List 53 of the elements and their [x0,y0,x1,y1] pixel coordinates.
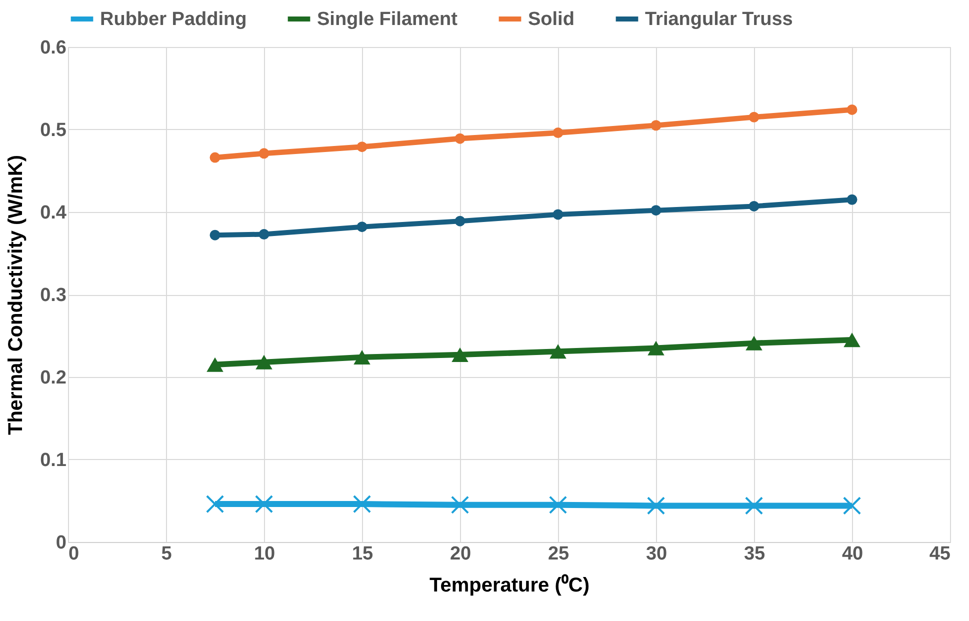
point [258,148,270,159]
x-tick-label: 15 [352,544,374,564]
point [206,357,224,372]
x-tick-label: 5 [161,544,172,564]
point [650,205,662,216]
point [842,496,862,515]
point [356,142,368,152]
point [450,496,470,514]
legend-label: Solid [528,9,574,30]
point [550,344,566,359]
point [552,128,564,138]
point [748,200,760,212]
x-tick-label: 25 [548,544,570,564]
x-tick-label: 10 [254,544,276,564]
y-tick-label: 0.5 [40,120,67,141]
point [648,340,664,356]
legend-label: Rubber Padding [100,9,247,30]
y-tick-label: 0.2 [40,368,66,388]
point [452,347,468,362]
x-tick-label: 35 [744,544,766,564]
point [650,120,662,131]
point [552,209,564,220]
point [846,104,858,115]
x-tick-label: 45 [929,544,951,564]
point [548,496,568,514]
point [352,494,372,514]
x-tick-label: 30 [646,544,668,564]
y-axis-title: Thermal Conductivity (W/mK) [5,154,28,436]
point [206,494,224,514]
point [844,332,860,348]
point [454,133,466,144]
legend-label: Single Filament [317,9,458,30]
point [454,216,466,226]
point [746,336,762,350]
point [744,496,764,515]
x-tick-label: 40 [842,544,864,564]
y-tick-label: 0.4 [40,202,67,224]
point [254,494,274,514]
point [846,194,858,205]
x-tick-label: 20 [450,544,472,564]
y-tick-label: 0.3 [40,285,66,306]
point [210,230,220,240]
point [356,222,368,232]
point [748,112,760,122]
point [210,152,220,163]
y-tick-label: 0.6 [40,38,66,58]
legend-label: Triangular Truss [645,9,793,30]
x-axis-title: Temperature (⁰C) [430,574,590,596]
point [646,496,666,515]
y-tick-label: 0.1 [40,450,67,471]
point [354,350,370,364]
point [258,229,270,240]
point [256,354,272,370]
